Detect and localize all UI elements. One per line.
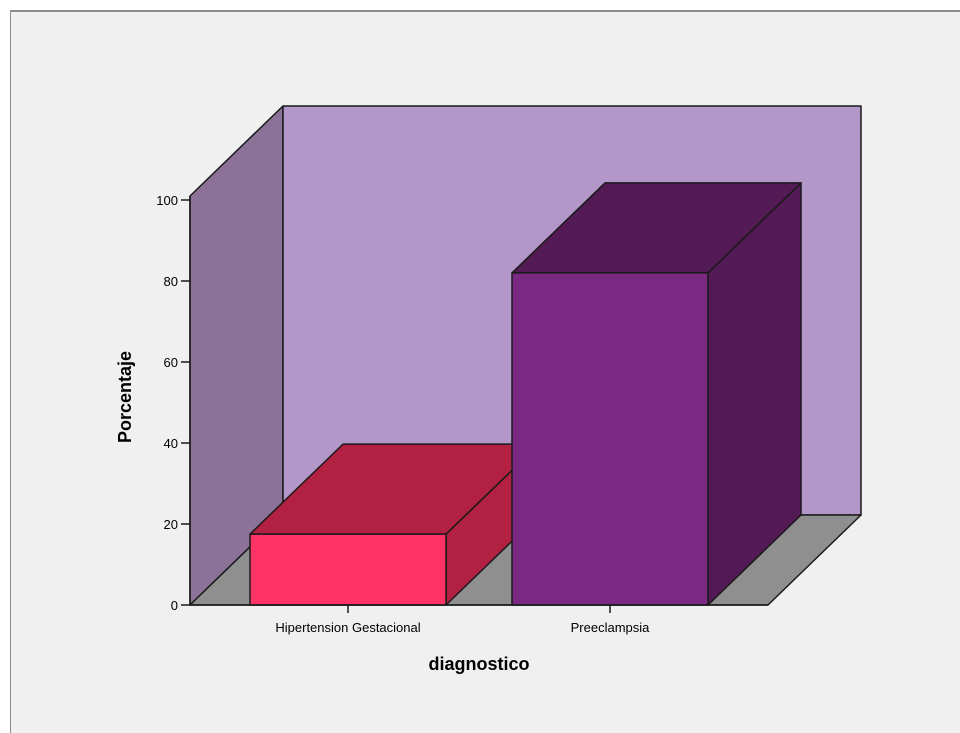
bar xyxy=(511,182,802,606)
y-tick-label: 80 xyxy=(164,274,178,289)
y-tick-label: 60 xyxy=(164,355,178,370)
x-axis-labels: Hipertension Gestacional Preeclampsia xyxy=(190,604,768,635)
y-tick-label: 100 xyxy=(156,193,178,208)
bar-front xyxy=(511,272,709,606)
y-tick-label: 20 xyxy=(164,517,178,532)
y-axis: 0 20 40 60 80 100 xyxy=(156,193,191,613)
bars-group xyxy=(249,182,802,606)
x-category-label: Preeclampsia xyxy=(571,620,651,635)
y-tick-label: 40 xyxy=(164,436,178,451)
bar-front xyxy=(249,533,447,606)
y-tick-label: 0 xyxy=(171,598,178,613)
y-axis-title: Porcentaje xyxy=(115,351,135,443)
x-category-label: Hipertension Gestacional xyxy=(275,620,420,635)
x-axis-title: diagnostico xyxy=(428,654,529,674)
